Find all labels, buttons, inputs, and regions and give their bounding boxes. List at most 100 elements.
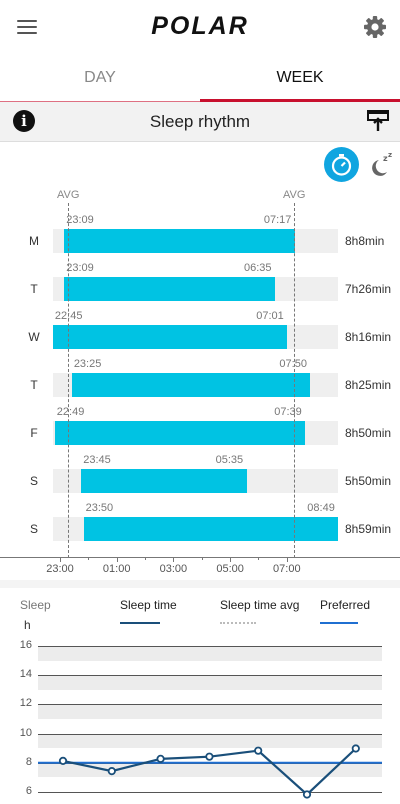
grid-band xyxy=(38,762,382,778)
day-label: W xyxy=(28,330,40,344)
axis-tick xyxy=(60,557,61,562)
sleep-duration-label: 8h50min xyxy=(345,426,392,440)
bedtime-label: 23:25 xyxy=(73,358,102,370)
sleep-duration-label: 8h8min xyxy=(345,234,385,248)
legend-title: Sleep xyxy=(20,598,51,612)
sleep-bar[interactable] xyxy=(64,229,295,253)
sleep-bar[interactable] xyxy=(83,517,339,541)
sleep-duration-label: 5h50min xyxy=(345,474,392,488)
axis-minor-tick xyxy=(88,557,90,560)
day-label: T xyxy=(30,282,38,296)
grid-line xyxy=(38,646,382,647)
moon-zz-icon[interactable]: z z xyxy=(369,150,393,178)
sleep-bar[interactable] xyxy=(64,277,275,301)
y-tick-label: 8 xyxy=(25,755,32,768)
tab-week[interactable]: WEEK xyxy=(276,69,324,86)
polar-logo: POLAR xyxy=(0,0,400,56)
avg-wake-time-line xyxy=(293,203,295,558)
day-label: F xyxy=(30,426,38,440)
sleep-duration-label: 8h59min xyxy=(345,522,392,536)
sleep-time-point[interactable] xyxy=(205,752,214,761)
bedtime-label: 23:09 xyxy=(66,214,94,226)
bedtime-label: 23:45 xyxy=(83,454,111,466)
tab-selected-indicator xyxy=(200,99,400,102)
sleep-duration-label: 8h16min xyxy=(345,330,392,344)
axis-tick xyxy=(286,557,288,562)
wake-time-label: 08:49 xyxy=(307,502,335,514)
sleep-bar[interactable] xyxy=(71,373,311,397)
export-icon[interactable] xyxy=(367,110,389,132)
legend-preferred[interactable]: Preferred xyxy=(320,598,371,612)
bedtime-label: 23:50 xyxy=(85,502,114,514)
sleep-time-point[interactable] xyxy=(156,754,165,763)
grid-line xyxy=(38,704,382,706)
avg-start-label: AVG xyxy=(57,189,80,201)
grid-line xyxy=(38,675,382,677)
y-tick-label: 16 xyxy=(19,639,32,651)
grid-band xyxy=(38,733,382,749)
grid-band xyxy=(38,646,382,661)
wake-time-label: 07:39 xyxy=(274,406,302,418)
axis-tick-label: 03:00 xyxy=(159,563,188,575)
legend-sleep-time-swatch xyxy=(120,622,160,624)
period-tabs: DAY WEEK xyxy=(0,58,400,102)
top-app-bar xyxy=(0,0,400,56)
axis-tick xyxy=(173,557,175,562)
y-tick-label: 10 xyxy=(19,726,32,739)
axis-tick-label: 07:00 xyxy=(273,563,301,575)
legend-sleep-time-avg[interactable]: Sleep time avg xyxy=(220,598,300,612)
axis-minor-tick xyxy=(258,557,260,560)
section-divider xyxy=(0,580,400,588)
svg-text:z: z xyxy=(383,154,388,163)
axis-tick-label: 05:00 xyxy=(216,563,244,575)
bedtime-label: 22:45 xyxy=(54,310,83,322)
axis-minor-tick xyxy=(201,557,203,560)
info-icon[interactable]: i xyxy=(13,110,35,132)
grid-line xyxy=(38,762,382,764)
day-label: S xyxy=(29,474,38,488)
grid-band xyxy=(38,675,382,690)
sleep-time-point[interactable] xyxy=(254,746,263,755)
section-title: Sleep rhythm xyxy=(149,112,251,131)
sleep-bar[interactable] xyxy=(54,421,306,445)
axis-tick-label: 23:00 xyxy=(46,563,74,575)
axis-tick xyxy=(116,557,118,562)
hamburger-menu-icon[interactable] xyxy=(14,14,40,40)
day-label: S xyxy=(29,522,38,536)
y-tick-label: 6 xyxy=(25,785,32,797)
axis-minor-tick xyxy=(145,557,147,560)
avg-end-label: AVG xyxy=(283,189,306,201)
stopwatch-icon[interactable] xyxy=(324,147,359,182)
bedtime-label: 22:49 xyxy=(56,406,85,418)
y-tick-label: 12 xyxy=(19,697,32,710)
legend-sleep-time[interactable]: Sleep time xyxy=(120,598,177,612)
svg-text:z: z xyxy=(388,151,392,159)
grid-band xyxy=(38,704,382,719)
wake-time-label: 07:01 xyxy=(256,310,284,322)
logo-text: POLAR xyxy=(151,12,249,40)
y-tick-label: 14 xyxy=(19,668,32,681)
tab-day[interactable]: DAY xyxy=(84,69,116,86)
day-label: M xyxy=(29,234,39,248)
wake-time-label: 07:17 xyxy=(263,214,292,226)
legend-preferred-swatch xyxy=(320,622,358,624)
wake-time-label: 06:35 xyxy=(243,262,272,274)
axis-tick xyxy=(230,557,232,562)
y-unit-label: h xyxy=(24,618,31,632)
legend-sleep-time-avg-swatch xyxy=(220,622,256,624)
bedtime-label: 23:09 xyxy=(66,262,94,274)
grid-line xyxy=(38,733,382,735)
wake-time-label: 07:50 xyxy=(279,358,307,370)
sleep-duration-label: 8h25min xyxy=(345,378,392,392)
axis-tick-label: 01:00 xyxy=(102,563,131,575)
sleep-duration-label: 7h26min xyxy=(345,282,392,296)
grid-line xyxy=(38,792,382,793)
sleep-bar[interactable] xyxy=(52,325,288,349)
day-label: T xyxy=(30,378,38,392)
wake-time-label: 05:35 xyxy=(215,454,244,466)
rhythm-axis-line xyxy=(0,557,400,558)
avg-bedtime-line xyxy=(67,203,69,558)
section-header xyxy=(0,102,400,142)
sleep-bar[interactable] xyxy=(81,469,247,493)
gear-icon[interactable] xyxy=(360,12,390,42)
